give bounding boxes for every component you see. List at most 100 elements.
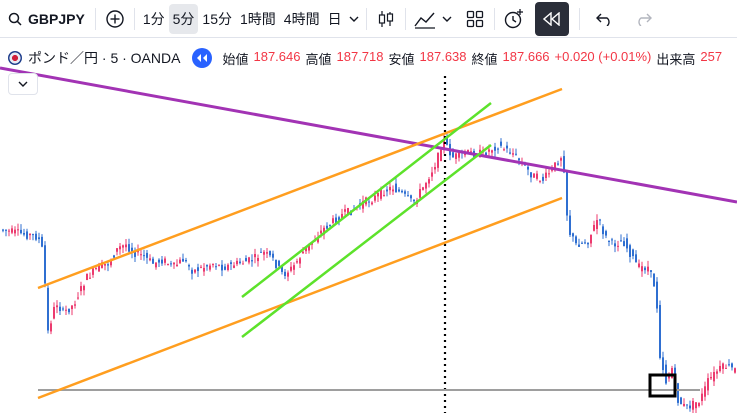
redo-button[interactable] xyxy=(628,4,658,34)
candle-body xyxy=(131,247,133,253)
candle-body xyxy=(410,195,412,199)
candle-body xyxy=(587,242,589,245)
alert-icon xyxy=(504,8,523,28)
candle-body xyxy=(386,189,388,192)
toolbar-divider xyxy=(493,7,495,30)
layout-button[interactable] xyxy=(460,4,490,34)
candle-body xyxy=(620,240,622,242)
high-value: 187.718 xyxy=(336,48,384,64)
candle-body xyxy=(269,251,271,256)
candle-body xyxy=(308,243,310,251)
indicators-icon xyxy=(414,12,435,29)
candle-body xyxy=(497,148,499,150)
candle-body xyxy=(374,195,376,201)
candle-body xyxy=(596,220,598,229)
candle-body xyxy=(224,266,226,270)
candle-body xyxy=(71,305,73,310)
candle-body xyxy=(638,263,640,267)
toolbar-divider xyxy=(94,7,96,30)
indicators-dropdown[interactable] xyxy=(440,4,454,34)
undo-button[interactable] xyxy=(590,4,620,34)
legend-toggle-button[interactable] xyxy=(8,73,38,95)
high-label: 高値 xyxy=(305,51,332,67)
green-channel-lower xyxy=(241,144,492,338)
candle-body xyxy=(329,224,331,226)
interval-dropdown[interactable] xyxy=(346,4,362,34)
candle-body xyxy=(560,158,562,161)
candle-body xyxy=(455,153,457,159)
candle-body xyxy=(95,267,97,269)
price-chart[interactable] xyxy=(0,38,737,413)
candle-body xyxy=(260,251,262,253)
candle-body xyxy=(254,254,256,258)
candle-body xyxy=(608,241,610,243)
interval-1m[interactable]: 1分 xyxy=(142,10,165,27)
candle-body xyxy=(188,265,190,267)
candle-body xyxy=(407,195,409,197)
low-label: 安値 xyxy=(388,51,415,67)
candle-body xyxy=(347,208,349,215)
symbol-search-button[interactable]: GBPJPY xyxy=(0,4,91,34)
candle-body xyxy=(713,372,715,382)
candle-body xyxy=(368,201,370,203)
interval-1h[interactable]: 1時間 xyxy=(239,10,276,27)
candle-body xyxy=(119,246,121,250)
interval-15m[interactable]: 15分 xyxy=(202,10,232,27)
candle-body xyxy=(185,259,187,262)
candle-body xyxy=(146,252,148,258)
candle-body xyxy=(539,180,541,182)
legend-title: ポンド／円 · 5 · OANDA xyxy=(28,50,181,66)
candle-body xyxy=(398,189,400,192)
add-symbol-button[interactable] xyxy=(100,4,130,34)
indicators-button[interactable] xyxy=(410,4,440,34)
candle-body xyxy=(182,258,184,262)
candle-body xyxy=(425,183,427,189)
candle-body xyxy=(362,201,364,209)
candle-body xyxy=(236,260,238,265)
candle-body xyxy=(191,269,193,274)
alert-button[interactable] xyxy=(499,4,529,34)
candle-body xyxy=(584,242,586,244)
candle-body xyxy=(401,190,403,193)
chart-type-button[interactable] xyxy=(371,4,401,34)
candle-body xyxy=(239,261,241,264)
candle-body xyxy=(32,234,34,236)
candle-body xyxy=(92,268,94,275)
candle-body xyxy=(242,263,244,265)
candle-body xyxy=(563,156,565,173)
open-label: 始値 xyxy=(222,51,249,67)
candle-body xyxy=(14,229,16,234)
candle-body xyxy=(626,238,628,249)
candle-body xyxy=(206,265,208,267)
candle-body xyxy=(548,173,550,175)
candle-body xyxy=(500,141,502,146)
candle-body xyxy=(215,266,217,268)
interval-4h[interactable]: 4時間 xyxy=(283,10,320,27)
candle-body xyxy=(695,402,697,409)
candle-body xyxy=(689,405,691,409)
candle-body xyxy=(251,260,253,262)
candle-body xyxy=(83,285,85,291)
candle-body xyxy=(692,400,694,410)
candle-body xyxy=(389,186,391,191)
interval-5m[interactable]: 5分 xyxy=(168,3,199,34)
candle-body xyxy=(512,153,514,155)
candle-body xyxy=(728,364,730,366)
volume-label: 出来高 xyxy=(656,51,696,67)
toolbar-divider xyxy=(578,7,580,30)
candle-body xyxy=(614,243,616,247)
interval-1d[interactable]: 日 xyxy=(327,10,342,27)
candle-body xyxy=(632,249,634,257)
candle-body xyxy=(380,188,382,199)
legend-collapse-button[interactable] xyxy=(192,48,213,68)
candle-body xyxy=(161,259,163,264)
replay-button[interactable] xyxy=(534,1,569,36)
candle-body xyxy=(680,397,682,405)
candle-body xyxy=(335,217,337,224)
candle-body xyxy=(575,236,577,244)
candle-body xyxy=(572,233,574,237)
candle-body xyxy=(194,269,196,273)
candle-body xyxy=(506,145,508,149)
candle-body xyxy=(284,271,286,277)
candle-body xyxy=(302,251,304,254)
